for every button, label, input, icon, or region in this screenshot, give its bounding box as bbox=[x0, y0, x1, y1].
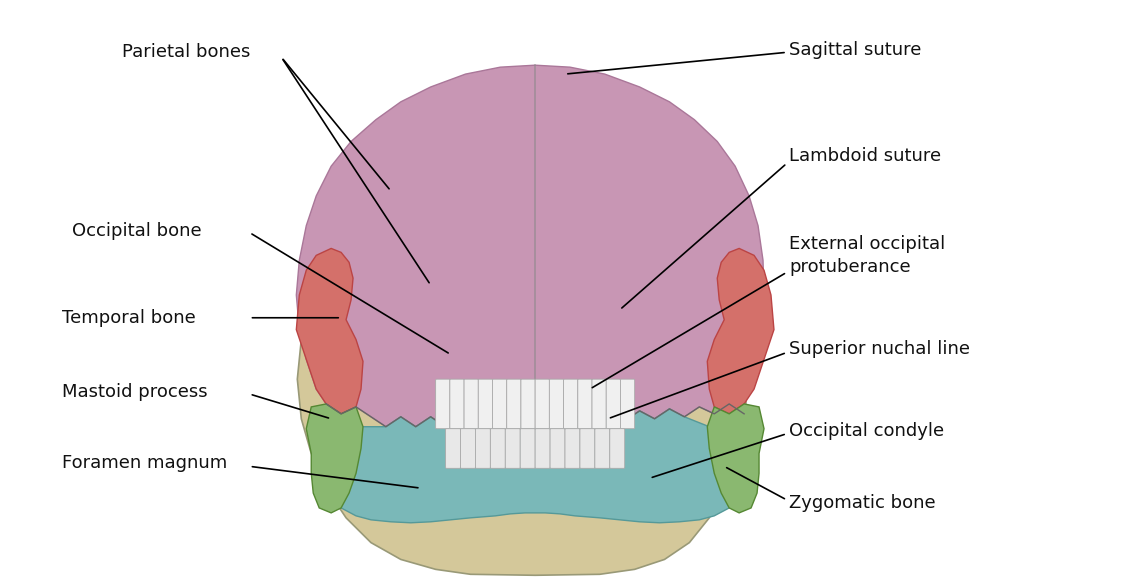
FancyBboxPatch shape bbox=[563, 379, 578, 429]
Text: Mastoid process: Mastoid process bbox=[62, 383, 208, 401]
FancyBboxPatch shape bbox=[507, 379, 520, 429]
FancyBboxPatch shape bbox=[506, 429, 520, 469]
FancyBboxPatch shape bbox=[520, 379, 535, 429]
FancyBboxPatch shape bbox=[610, 429, 624, 469]
Polygon shape bbox=[296, 249, 364, 414]
Text: Temporal bone: Temporal bone bbox=[62, 309, 196, 327]
Text: Occipital bone: Occipital bone bbox=[72, 222, 202, 240]
Text: Parietal bones: Parietal bones bbox=[122, 43, 251, 61]
FancyBboxPatch shape bbox=[436, 379, 449, 429]
FancyBboxPatch shape bbox=[621, 379, 634, 429]
FancyBboxPatch shape bbox=[535, 379, 550, 429]
FancyBboxPatch shape bbox=[520, 429, 535, 469]
FancyBboxPatch shape bbox=[606, 379, 621, 429]
FancyBboxPatch shape bbox=[446, 429, 461, 469]
FancyBboxPatch shape bbox=[592, 379, 606, 429]
FancyBboxPatch shape bbox=[492, 379, 507, 429]
Text: Zygomatic bone: Zygomatic bone bbox=[789, 494, 936, 512]
Polygon shape bbox=[306, 404, 364, 513]
FancyBboxPatch shape bbox=[464, 379, 479, 429]
FancyBboxPatch shape bbox=[595, 429, 610, 469]
Polygon shape bbox=[296, 65, 764, 426]
FancyBboxPatch shape bbox=[490, 429, 506, 469]
FancyBboxPatch shape bbox=[449, 379, 464, 429]
FancyBboxPatch shape bbox=[535, 429, 550, 469]
FancyBboxPatch shape bbox=[550, 429, 564, 469]
Polygon shape bbox=[707, 404, 764, 513]
FancyBboxPatch shape bbox=[479, 379, 492, 429]
Text: Occipital condyle: Occipital condyle bbox=[789, 422, 944, 440]
FancyBboxPatch shape bbox=[580, 429, 595, 469]
FancyBboxPatch shape bbox=[550, 379, 563, 429]
Text: Foramen magnum: Foramen magnum bbox=[62, 455, 228, 472]
Polygon shape bbox=[327, 409, 743, 523]
Text: External occipital
protuberance: External occipital protuberance bbox=[789, 235, 945, 276]
FancyBboxPatch shape bbox=[578, 379, 592, 429]
Text: Sagittal suture: Sagittal suture bbox=[789, 42, 921, 59]
Text: Superior nuchal line: Superior nuchal line bbox=[789, 340, 970, 359]
Text: Lambdoid suture: Lambdoid suture bbox=[789, 147, 940, 166]
FancyBboxPatch shape bbox=[564, 429, 580, 469]
FancyBboxPatch shape bbox=[461, 429, 475, 469]
FancyBboxPatch shape bbox=[475, 429, 490, 469]
Polygon shape bbox=[707, 249, 774, 414]
Polygon shape bbox=[297, 276, 747, 575]
